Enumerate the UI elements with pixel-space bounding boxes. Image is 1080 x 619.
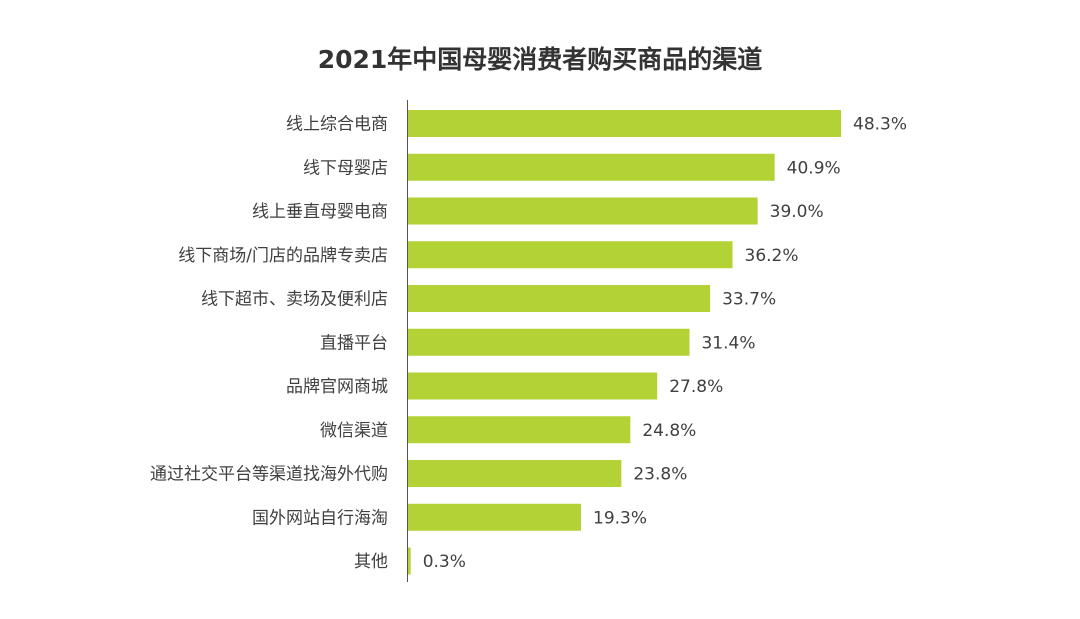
category-label: 品牌官网商城 [286,377,388,397]
category-label: 国外网站自行海淘 [252,508,388,528]
data-label: 31.4% [701,333,755,353]
category-label: 线下超市、卖场及便利店 [201,290,388,310]
bar [408,372,658,400]
bar [408,547,411,575]
bar [408,197,758,225]
data-label: 33.7% [722,290,776,310]
category-label: 其他 [354,552,388,572]
category-label: 通过社交平台等渠道找海外代购 [150,465,388,485]
category-label: 线下商场/门店的品牌专卖店 [178,246,388,266]
bar [408,153,775,181]
category-label: 微信渠道 [320,421,388,441]
data-label: 39.0% [770,202,824,222]
data-label: 24.8% [642,421,696,441]
data-label: 27.8% [669,377,723,397]
data-label: 40.9% [787,158,841,178]
category-label: 线下母婴店 [303,158,388,178]
data-label: 0.3% [423,552,466,572]
bar [408,110,841,137]
bar [408,503,582,531]
category-label: 线上综合电商 [286,115,388,135]
bar [408,241,733,269]
category-label: 直播平台 [320,333,388,353]
bar [408,328,690,356]
bar [408,416,631,444]
data-label: 36.2% [745,246,799,266]
data-label: 19.3% [593,508,647,528]
data-label: 23.8% [633,465,687,485]
bar [408,460,622,487]
chart-title: 2021年中国母婴消费者购买商品的渠道 [317,45,763,74]
bar [408,285,711,312]
data-label: 48.3% [853,115,907,135]
category-label: 线上垂直母婴电商 [252,202,388,222]
